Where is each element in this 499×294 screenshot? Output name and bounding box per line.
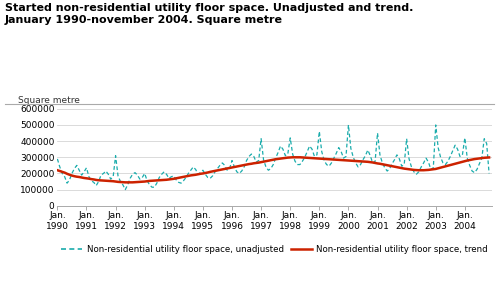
Text: Square metre: Square metre	[18, 96, 80, 105]
Text: Started non-residential utility floor space. Unadjusted and trend.
January 1990-: Started non-residential utility floor sp…	[5, 3, 413, 25]
Legend: Non-residential utility floor space, unadjusted, Non-residential utility floor s: Non-residential utility floor space, una…	[57, 242, 492, 258]
